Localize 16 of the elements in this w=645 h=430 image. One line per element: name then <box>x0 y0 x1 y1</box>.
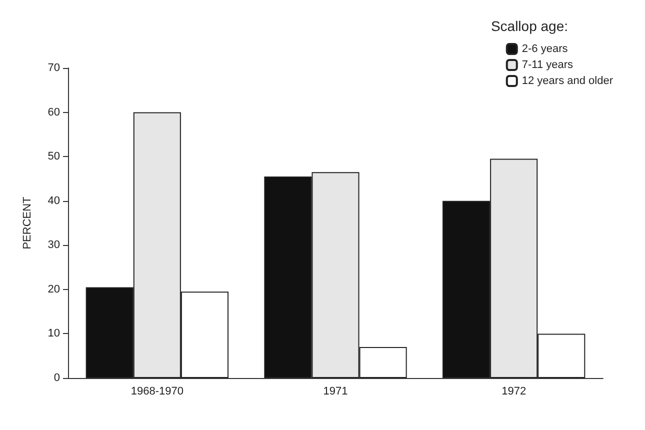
y-tick-label: 20 <box>48 283 60 296</box>
y-tick-label: 0 <box>54 372 60 384</box>
legend-title: Scallop age: <box>490 18 568 34</box>
y-tick-label: 40 <box>48 194 60 207</box>
x-tick-label: 1972 <box>502 386 526 398</box>
x-tick-label: 1968-1970 <box>130 386 184 398</box>
legend-label: 7-11 years <box>522 59 574 71</box>
x-tick-label: 1971 <box>323 386 348 398</box>
y-tick-label: 50 <box>48 150 60 163</box>
y-tick-label: 70 <box>48 62 60 74</box>
y-axis-title: PERCENT <box>22 196 34 250</box>
legend-label: 2-6 years <box>522 43 568 55</box>
y-tick-label: 10 <box>48 328 60 340</box>
legend-label: 12 years and older <box>522 75 614 87</box>
y-tick-label: 60 <box>48 106 60 118</box>
y-tick-label: 30 <box>48 239 60 252</box>
